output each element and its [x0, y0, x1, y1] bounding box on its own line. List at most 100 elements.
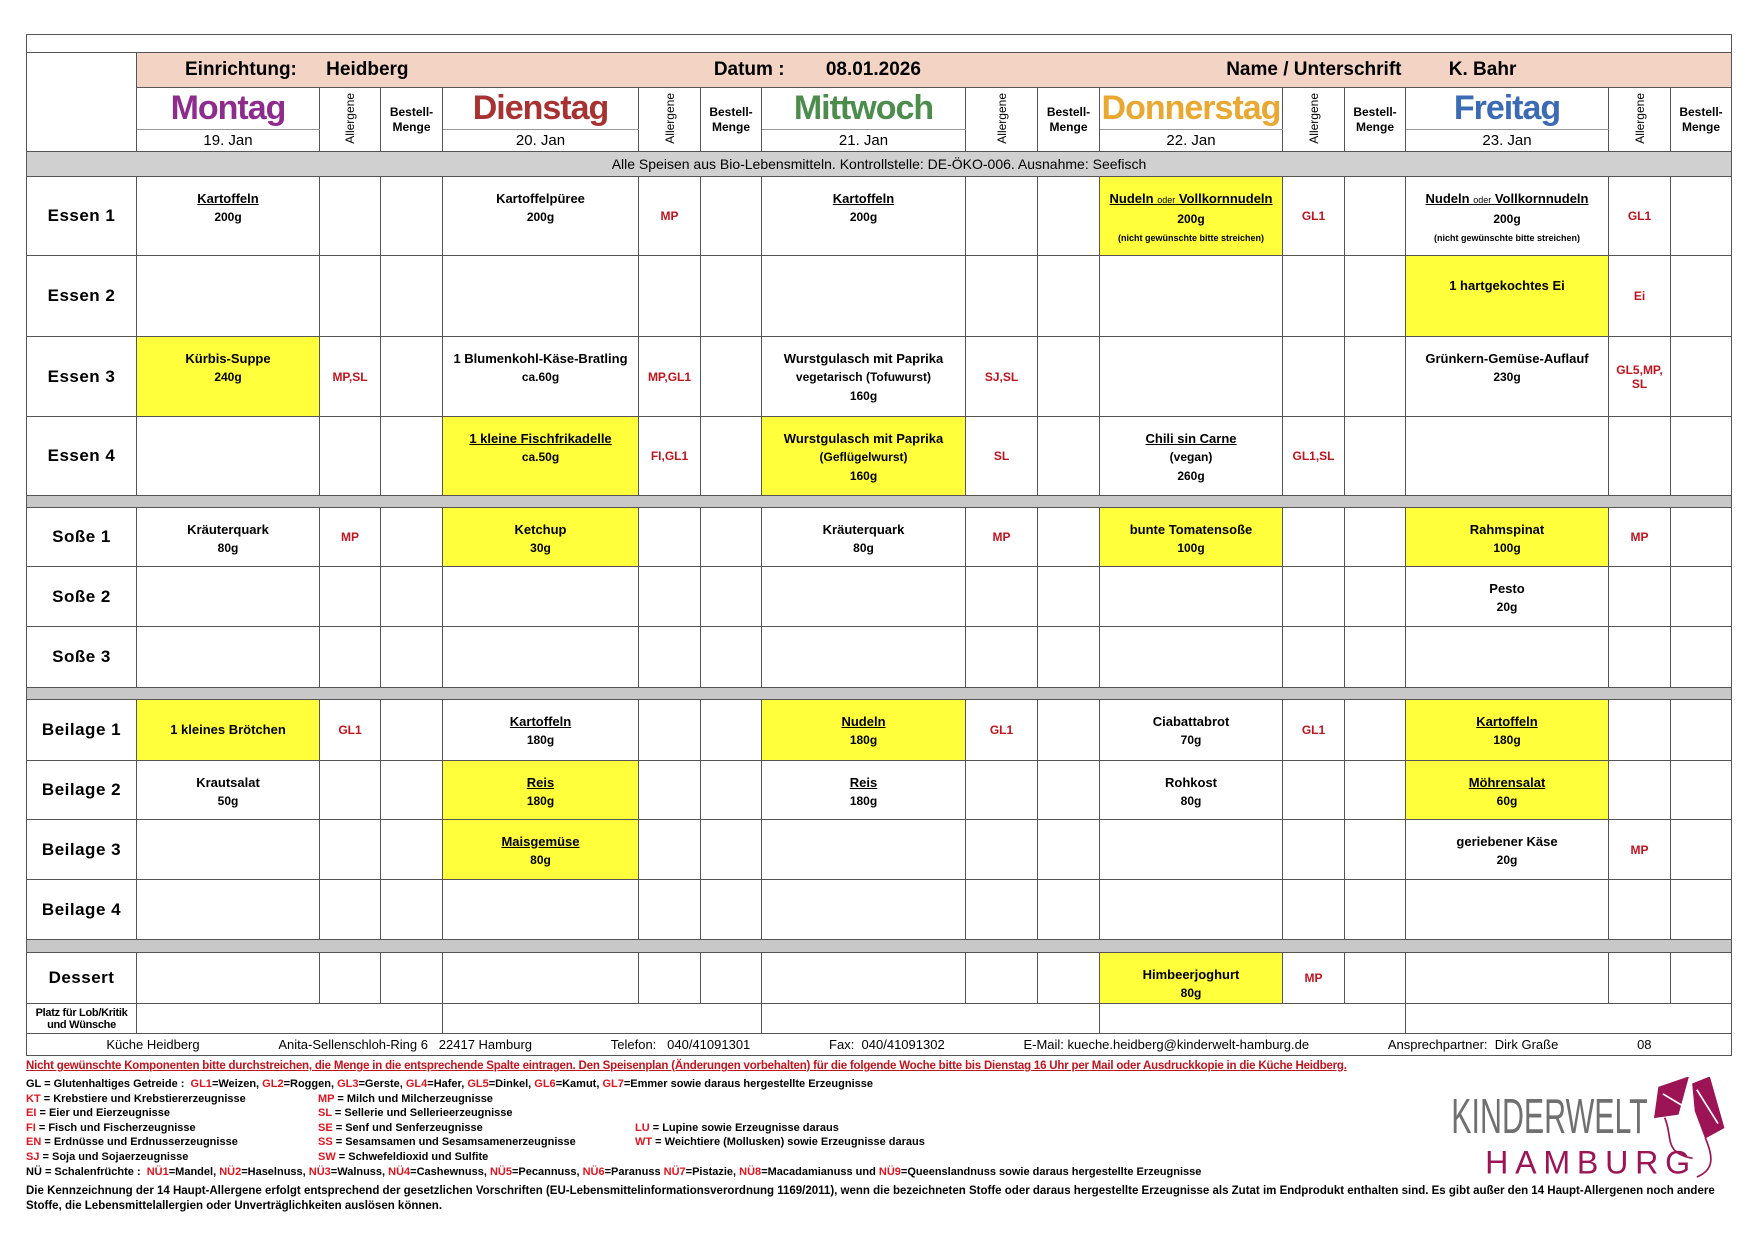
menu-item-cell[interactable]: Reis 180g [442, 760, 639, 820]
order-quantity-input[interactable] [1670, 760, 1732, 820]
order-quantity-input[interactable] [1344, 626, 1406, 688]
order-quantity-input[interactable] [1344, 879, 1406, 940]
order-quantity-input[interactable] [1344, 952, 1406, 1004]
order-quantity-input[interactable] [1670, 176, 1732, 256]
menu-item-cell[interactable] [136, 879, 320, 940]
menu-item-cell[interactable] [761, 566, 966, 627]
menu-item-cell[interactable]: Wurstgulasch mit Paprika (Geflügelwurst) 1… [761, 416, 966, 496]
order-quantity-input[interactable] [1344, 336, 1406, 417]
menu-item-cell[interactable] [1099, 626, 1283, 688]
menu-item-cell[interactable]: 1 kleine Fischfrikadelle ca.50g [442, 416, 639, 496]
order-quantity-input[interactable] [380, 566, 443, 627]
order-quantity-input[interactable] [380, 255, 443, 337]
menu-item-cell[interactable]: Maisgemüse 80g [442, 819, 639, 880]
menu-item-cell[interactable] [1405, 626, 1609, 688]
menu-item-cell[interactable]: bunte Tomatensoße 100g [1099, 507, 1283, 567]
order-quantity-input[interactable] [1670, 952, 1732, 1004]
order-quantity-input[interactable] [700, 336, 762, 417]
order-quantity-input[interactable] [380, 819, 443, 880]
date-value[interactable]: 08.01.2026 [825, 59, 921, 80]
order-quantity-input[interactable] [380, 626, 443, 688]
order-quantity-input[interactable] [1670, 336, 1732, 417]
order-quantity-input[interactable] [700, 255, 762, 337]
order-quantity-input[interactable] [1670, 819, 1732, 880]
menu-item-cell[interactable] [761, 255, 966, 337]
order-quantity-input[interactable] [1037, 507, 1100, 567]
order-quantity-input[interactable] [380, 760, 443, 820]
order-quantity-input[interactable] [700, 819, 762, 880]
menu-item-cell[interactable] [1405, 952, 1609, 1004]
menu-item-cell[interactable]: Reis 180g [761, 760, 966, 820]
menu-item-cell[interactable]: 1 hartgekochtes Ei [1405, 255, 1609, 337]
menu-item-cell[interactable] [136, 255, 320, 337]
order-quantity-input[interactable] [1037, 336, 1100, 417]
menu-item-cell[interactable]: Himbeerjoghurt 80g [1099, 952, 1283, 1004]
order-quantity-input[interactable] [1670, 626, 1732, 688]
order-quantity-input[interactable] [1037, 416, 1100, 496]
menu-item-cell[interactable]: Grünkern-Gemüse-Auflauf 230g [1405, 336, 1609, 417]
order-quantity-input[interactable] [700, 626, 762, 688]
order-quantity-input[interactable] [1344, 176, 1406, 256]
menu-item-cell[interactable]: Kartoffeln 200g [761, 176, 966, 256]
order-quantity-input[interactable] [1037, 255, 1100, 337]
order-quantity-input[interactable] [1344, 566, 1406, 627]
order-quantity-input[interactable] [380, 699, 443, 761]
order-quantity-input[interactable] [700, 416, 762, 496]
menu-item-cell[interactable] [1099, 819, 1283, 880]
feedback-input-mittwoch[interactable] [761, 1003, 1100, 1034]
menu-item-cell[interactable] [136, 416, 320, 496]
menu-item-cell[interactable]: Kräuterquark 80g [761, 507, 966, 567]
menu-item-cell[interactable] [136, 952, 320, 1004]
order-quantity-input[interactable] [380, 336, 443, 417]
menu-item-cell[interactable]: Rahmspinat 100g [1405, 507, 1609, 567]
order-quantity-input[interactable] [1670, 566, 1732, 627]
menu-item-cell[interactable] [1405, 879, 1609, 940]
menu-item-cell[interactable]: Nudeln oder Vollkornnudeln 200g (nicht gew… [1099, 176, 1283, 256]
order-quantity-input[interactable] [700, 879, 762, 940]
menu-item-cell[interactable] [136, 566, 320, 627]
order-quantity-input[interactable] [1037, 879, 1100, 940]
order-quantity-input[interactable] [1344, 819, 1406, 880]
order-quantity-input[interactable] [380, 416, 443, 496]
feedback-input-freitag[interactable] [1405, 1003, 1732, 1034]
menu-item-cell[interactable]: Nudeln 180g [761, 699, 966, 761]
order-quantity-input[interactable] [700, 176, 762, 256]
feedback-input-dienstag[interactable] [442, 1003, 762, 1034]
order-quantity-input[interactable] [1344, 507, 1406, 567]
menu-item-cell[interactable]: Rohkost 80g [1099, 760, 1283, 820]
order-quantity-input[interactable] [1670, 416, 1732, 496]
menu-item-cell[interactable] [136, 626, 320, 688]
order-quantity-input[interactable] [1037, 760, 1100, 820]
order-quantity-input[interactable] [1344, 255, 1406, 337]
order-quantity-input[interactable] [700, 507, 762, 567]
order-quantity-input[interactable] [1670, 699, 1732, 761]
menu-item-cell[interactable]: Kräuterquark 80g [136, 507, 320, 567]
order-quantity-input[interactable] [380, 952, 443, 1004]
order-quantity-input[interactable] [700, 699, 762, 761]
menu-item-cell[interactable] [1099, 879, 1283, 940]
menu-item-cell[interactable]: geriebener Käse 20g [1405, 819, 1609, 880]
menu-item-cell[interactable] [761, 626, 966, 688]
menu-item-cell[interactable]: 1 Blumenkohl-Käse-Bratling ca.60g [442, 336, 639, 417]
menu-item-cell[interactable]: Kartoffeln 200g [136, 176, 320, 256]
menu-item-cell[interactable] [1405, 416, 1609, 496]
menu-item-cell[interactable] [1099, 255, 1283, 337]
order-quantity-input[interactable] [1037, 952, 1100, 1004]
order-quantity-input[interactable] [700, 952, 762, 1004]
order-quantity-input[interactable] [1037, 699, 1100, 761]
menu-item-cell[interactable]: Kartoffelpüree 200g [442, 176, 639, 256]
menu-item-cell[interactable]: Möhrensalat 60g [1405, 760, 1609, 820]
menu-item-cell[interactable]: Kartoffeln 180g [1405, 699, 1609, 761]
order-quantity-input[interactable] [1670, 255, 1732, 337]
feedback-input-montag[interactable] [136, 1003, 443, 1034]
menu-item-cell[interactable]: Kürbis-Suppe 240g [136, 336, 320, 417]
menu-item-cell[interactable] [442, 952, 639, 1004]
menu-item-cell[interactable]: 1 kleines Brötchen [136, 699, 320, 761]
order-quantity-input[interactable] [1670, 507, 1732, 567]
footer-email[interactable]: E-Mail: kueche.heidberg@kinderwelt-hambu… [1023, 1037, 1310, 1052]
order-quantity-input[interactable] [1344, 699, 1406, 761]
order-quantity-input[interactable] [1037, 626, 1100, 688]
menu-item-cell[interactable] [1099, 566, 1283, 627]
menu-item-cell[interactable]: Chili sin Carne (vegan) 260g [1099, 416, 1283, 496]
facility-value[interactable]: Heidberg [326, 59, 409, 80]
